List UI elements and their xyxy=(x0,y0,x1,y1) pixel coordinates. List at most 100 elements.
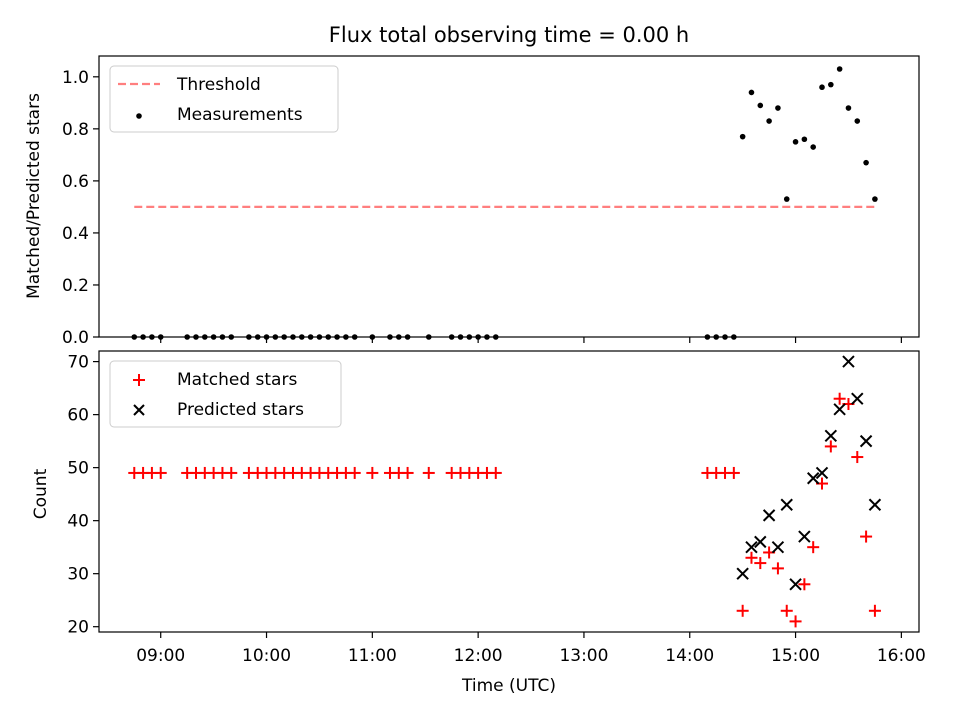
legend-predicted-label: Predicted stars xyxy=(177,400,304,420)
matched-star-marker xyxy=(727,466,740,479)
matched-star-marker xyxy=(154,466,167,479)
predicted-star-marker xyxy=(754,535,767,549)
matched-star-marker xyxy=(824,440,837,453)
bottom-y-tick-label: 40 xyxy=(67,512,89,532)
bottom-y-ticks: 20 30 40 50 60 70 xyxy=(67,353,99,638)
predicted-star-d2 xyxy=(789,578,802,591)
predicted-star-d2 xyxy=(754,535,767,549)
top-plot-marks xyxy=(131,66,878,340)
matched-star-marker xyxy=(366,466,379,479)
matched-star-marker xyxy=(860,530,873,543)
legend-matched-label: Matched stars xyxy=(177,370,297,390)
legend-measurements-label: Measurements xyxy=(177,105,303,125)
x-tick-label: 12:00 xyxy=(454,646,503,666)
legend-measurements-swatch xyxy=(136,113,142,119)
measurement-point xyxy=(748,89,755,96)
predicted-star-marker xyxy=(859,434,873,448)
measurement-point xyxy=(819,84,825,91)
predicted-star-marker xyxy=(789,578,802,591)
predicted-star-marker xyxy=(842,355,855,368)
measurement-point xyxy=(792,139,799,145)
top-axes-frame xyxy=(98,55,920,338)
top-y-tick-label: 0.6 xyxy=(62,172,89,192)
measurement-point xyxy=(836,66,843,72)
measurement-point xyxy=(801,136,808,143)
predicted-star-d2 xyxy=(824,429,838,443)
predicted-star-d2 xyxy=(762,509,776,522)
bottom-axes-frame xyxy=(98,350,920,633)
predicted-star-d2 xyxy=(806,472,820,485)
top-y-tick-label: 0.0 xyxy=(62,328,89,348)
measurement-point xyxy=(828,81,834,88)
bottom-y-axis-label: Count xyxy=(31,468,51,519)
matched-star-marker xyxy=(348,466,361,479)
bottom-y-tick-label: 50 xyxy=(67,459,89,479)
predicted-star-d2 xyxy=(736,567,749,580)
matched-star-marker xyxy=(754,557,767,570)
predicted-star-marker xyxy=(736,567,749,580)
matched-star-marker xyxy=(780,604,793,617)
bottom-y-tick-label: 60 xyxy=(67,406,89,426)
x-tick-label: 11:00 xyxy=(348,646,397,666)
matched-star-marker xyxy=(771,562,784,575)
x-tick-label: 10:00 xyxy=(242,646,291,666)
top-y-ticks: 0.0 0.2 0.4 0.6 0.8 1.0 xyxy=(62,68,99,348)
predicted-star-d2 xyxy=(798,530,811,543)
predicted-star-d2 xyxy=(842,355,855,368)
predicted-star-marker xyxy=(771,540,785,554)
bottom-y-tick-label: 30 xyxy=(67,565,89,585)
top-y-tick-label: 0.2 xyxy=(62,276,89,296)
predicted-star-d2 xyxy=(780,498,793,511)
measurement-point xyxy=(757,102,764,109)
x-tick-label: 14:00 xyxy=(665,646,714,666)
chart-title: Flux total observing time = 0.00 h xyxy=(329,23,689,47)
predicted-star-d2 xyxy=(851,392,864,405)
x-tick-label: 09:00 xyxy=(136,646,185,666)
measurement-point xyxy=(783,196,790,202)
predicted-star-marker xyxy=(780,498,793,511)
bottom-y-tick-label: 70 xyxy=(67,353,89,373)
matched-star-marker xyxy=(833,392,846,405)
top-y-tick-label: 0.8 xyxy=(62,120,89,140)
matched-star-marker xyxy=(489,466,502,479)
legend-predicted-swatch xyxy=(133,404,145,416)
predicted-star-marker xyxy=(868,498,882,511)
predicted-star-d2 xyxy=(745,540,758,554)
bottom-x-ticks: 09:00 10:00 11:00 12:00 13:00 14:00 15:00 16:00 xyxy=(136,632,926,666)
measurement-point xyxy=(845,105,852,111)
top-y-tick-label: 0.4 xyxy=(62,224,89,244)
measurement-point xyxy=(863,159,869,166)
x-tick-label: 13:00 xyxy=(559,646,608,666)
bottom-legend: Matched stars Predicted stars xyxy=(109,360,342,428)
bottom-y-tick-label: 20 xyxy=(67,618,89,638)
x-tick-label: 15:00 xyxy=(771,646,820,666)
legend-threshold-label: Threshold xyxy=(176,75,261,95)
predicted-star-marker xyxy=(824,429,838,443)
matched-star-marker xyxy=(401,466,414,479)
predicted-star-d2 xyxy=(833,403,846,416)
predicted-star-marker xyxy=(762,509,776,522)
predicted-star-d2 xyxy=(859,434,873,448)
predicted-star-marker xyxy=(833,403,846,416)
x-tick-label: 16:00 xyxy=(877,646,926,666)
predicted-star-marker xyxy=(806,472,820,485)
matched-star-marker xyxy=(745,551,758,564)
top-legend: Threshold Measurements xyxy=(109,65,339,133)
x-axis-label: Time (UTC) xyxy=(461,676,556,696)
legend-matched-swatch xyxy=(133,374,145,386)
predicted-star-d2 xyxy=(868,498,882,511)
top-legend-box xyxy=(109,65,339,133)
matched-star-marker xyxy=(851,451,864,464)
top-y-axis-label: Matched/Predicted stars xyxy=(24,93,44,299)
measurement-point xyxy=(810,144,816,150)
predicted-star-marker xyxy=(851,392,864,405)
matched-star-marker xyxy=(422,466,435,479)
measurement-point xyxy=(766,118,772,124)
matched-star-marker xyxy=(807,541,820,554)
predicted-star-marker xyxy=(815,466,829,480)
top-panel: Flux total observing time = 0.00 h Match… xyxy=(24,23,920,348)
top-y-tick-label: 1.0 xyxy=(62,68,89,88)
predicted-star-d2 xyxy=(771,540,785,554)
predicted-star-marker xyxy=(745,540,758,554)
